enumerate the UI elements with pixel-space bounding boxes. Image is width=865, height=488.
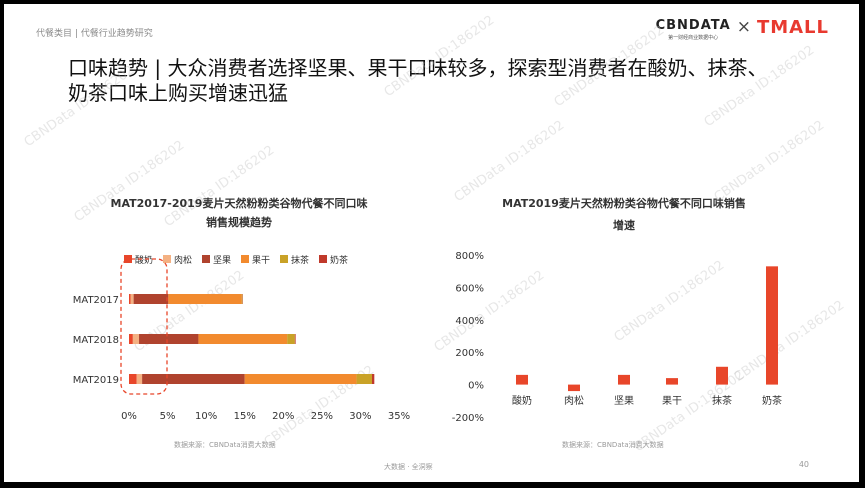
- left-legend-label-3: 果干: [252, 255, 270, 266]
- left-chart-source: 数据来源：CBNData消费大数据: [174, 440, 276, 449]
- breadcrumb: 代餐类目 | 代餐行业趋势研究: [36, 29, 153, 39]
- left-bar-MAT2019-酸奶: [129, 374, 137, 384]
- right-y-tick-0: 800%: [455, 251, 484, 262]
- footer-text: 大数据 · 全洞察: [384, 463, 433, 471]
- left-chart-bars: [129, 294, 375, 384]
- right-chart-title: MAT2019麦片天然粉粉类谷物代餐不同口味销售: [502, 196, 746, 210]
- right-chart-source: 数据来源：CBNData消费大数据: [562, 440, 664, 449]
- left-chart-category-labels: MAT2017 MAT2018 MAT2019: [73, 295, 119, 386]
- left-legend-label-5: 奶茶: [330, 254, 348, 266]
- right-y-tick-3: 200%: [455, 348, 484, 359]
- left-bar-MAT2017-抹茶: [241, 294, 243, 304]
- left-legend-swatch-3: [241, 255, 249, 263]
- left-bar-MAT2018-奶茶: [294, 334, 296, 344]
- left-legend-label-2: 坚果: [213, 255, 231, 266]
- left-bar-MAT2019-坚果: [142, 374, 245, 384]
- right-bar-抹茶: [716, 366, 728, 385]
- page-title: 口味趋势 | 大众消费者选择坚果、果干口味较多，探索型消费者在酸奶、抹茶、 奶茶…: [68, 56, 828, 106]
- left-x-tick-3: 15%: [234, 411, 256, 422]
- right-category-label-3: 果干: [662, 395, 682, 407]
- left-chart: MAT2017-2019麦片天然粉粉类谷物代餐不同口味 销售规模趋势 酸奶 肉松 坚…: [73, 196, 410, 449]
- left-legend-swatch-0: [124, 255, 132, 263]
- left-category-label-1: MAT2018: [73, 335, 119, 346]
- right-category-label-2: 坚果: [614, 395, 634, 407]
- page-number: 40: [798, 460, 809, 469]
- left-bar-MAT2018-果干: [198, 334, 288, 344]
- tmall-logo: TMALL: [756, 17, 829, 38]
- cbndata-logo-subtitle: 第一财经商业数据中心: [668, 35, 719, 41]
- right-bar-果干: [666, 378, 678, 385]
- right-bar-坚果: [618, 374, 630, 385]
- left-x-tick-0: 0%: [121, 411, 137, 422]
- left-legend-label-1: 肉松: [174, 254, 192, 266]
- left-chart-x-ticks: 0% 5% 10% 15% 20% 25% 30% 35%: [121, 411, 410, 422]
- left-bar-MAT2019-果干: [244, 374, 357, 384]
- right-chart-category-labels: 酸奶 肉松 坚果 果干 抹茶 奶茶: [512, 394, 782, 407]
- left-x-tick-5: 25%: [311, 411, 333, 422]
- left-bar-MAT2017-酸奶: [129, 294, 131, 304]
- left-legend-label-4: 抹茶: [291, 254, 309, 266]
- left-bar-MAT2017-肉松: [130, 294, 134, 304]
- page-title-line-1: 口味趋势 | 大众消费者选择坚果、果干口味较多，探索型消费者在酸奶、抹茶、: [68, 56, 768, 80]
- left-legend-swatch-2: [202, 255, 210, 263]
- logo-area: CBNDATA 第一财经商业数据中心 × TMALL: [656, 17, 829, 42]
- left-legend-label-0: 酸奶: [135, 254, 153, 266]
- right-y-tick-5: -200%: [452, 413, 484, 424]
- left-bar-MAT2018-抹茶: [287, 334, 295, 344]
- right-y-tick-4: 0%: [468, 381, 484, 392]
- left-legend-swatch-5: [319, 255, 327, 263]
- right-category-label-4: 抹茶: [712, 394, 732, 407]
- left-bar-MAT2018-酸奶: [129, 334, 133, 344]
- left-chart-title: MAT2017-2019麦片天然粉粉类谷物代餐不同口味: [111, 196, 368, 210]
- right-category-label-1: 肉松: [564, 394, 584, 407]
- left-chart-legend: 酸奶 肉松 坚果 果干 抹茶 奶茶: [124, 254, 348, 266]
- right-y-tick-1: 600%: [455, 283, 484, 294]
- left-bar-MAT2019-奶茶: [372, 374, 375, 384]
- left-bar-MAT2019-抹茶: [356, 374, 372, 384]
- right-chart: MAT2019麦片天然粉粉类谷物代餐不同口味销售 增速 800% 600% 400%…: [452, 196, 782, 449]
- left-x-tick-4: 20%: [272, 411, 294, 422]
- right-bar-肉松: [568, 384, 580, 392]
- left-x-tick-7: 35%: [388, 411, 410, 422]
- left-bar-MAT2018-肉松: [132, 334, 140, 344]
- left-chart-highlight-box: [120, 258, 168, 395]
- left-category-label-2: MAT2019: [73, 375, 119, 386]
- right-chart-y-ticks: 800% 600% 400% 200% 0% -200%: [452, 251, 484, 424]
- right-bar-酸奶: [516, 374, 528, 385]
- right-y-tick-2: 400%: [455, 316, 484, 327]
- left-x-tick-6: 30%: [349, 411, 371, 422]
- left-bar-MAT2019-肉松: [136, 374, 143, 384]
- left-bar-MAT2017-坚果: [133, 294, 169, 304]
- left-legend-swatch-1: [163, 255, 171, 263]
- left-category-label-0: MAT2017: [73, 295, 119, 306]
- cbndata-logo: CBNDATA 第一财经商业数据中心: [656, 18, 731, 41]
- left-bar-MAT2018-坚果: [139, 334, 199, 344]
- right-category-label-0: 酸奶: [512, 394, 532, 407]
- cbndata-logo-text: CBNDATA: [655, 18, 731, 33]
- left-legend-swatch-4: [280, 255, 288, 263]
- left-x-tick-1: 5%: [160, 411, 176, 422]
- left-chart-subtitle: 销售规模趋势: [206, 215, 272, 229]
- right-chart-subtitle: 增速: [613, 218, 635, 232]
- right-category-label-5: 奶茶: [762, 394, 782, 407]
- right-bar-奶茶: [766, 266, 778, 385]
- page-title-line-2: 奶茶口味上购买增速迅猛: [68, 81, 288, 105]
- left-bar-MAT2017-果干: [168, 294, 242, 304]
- right-chart-bars: [516, 266, 778, 392]
- left-x-tick-2: 10%: [195, 411, 217, 422]
- logo-separator: ×: [736, 17, 751, 37]
- slide: 代餐类目 | 代餐行业趋势研究 CBNDATA 第一财经商业数据中心 × TMA…: [4, 4, 859, 482]
